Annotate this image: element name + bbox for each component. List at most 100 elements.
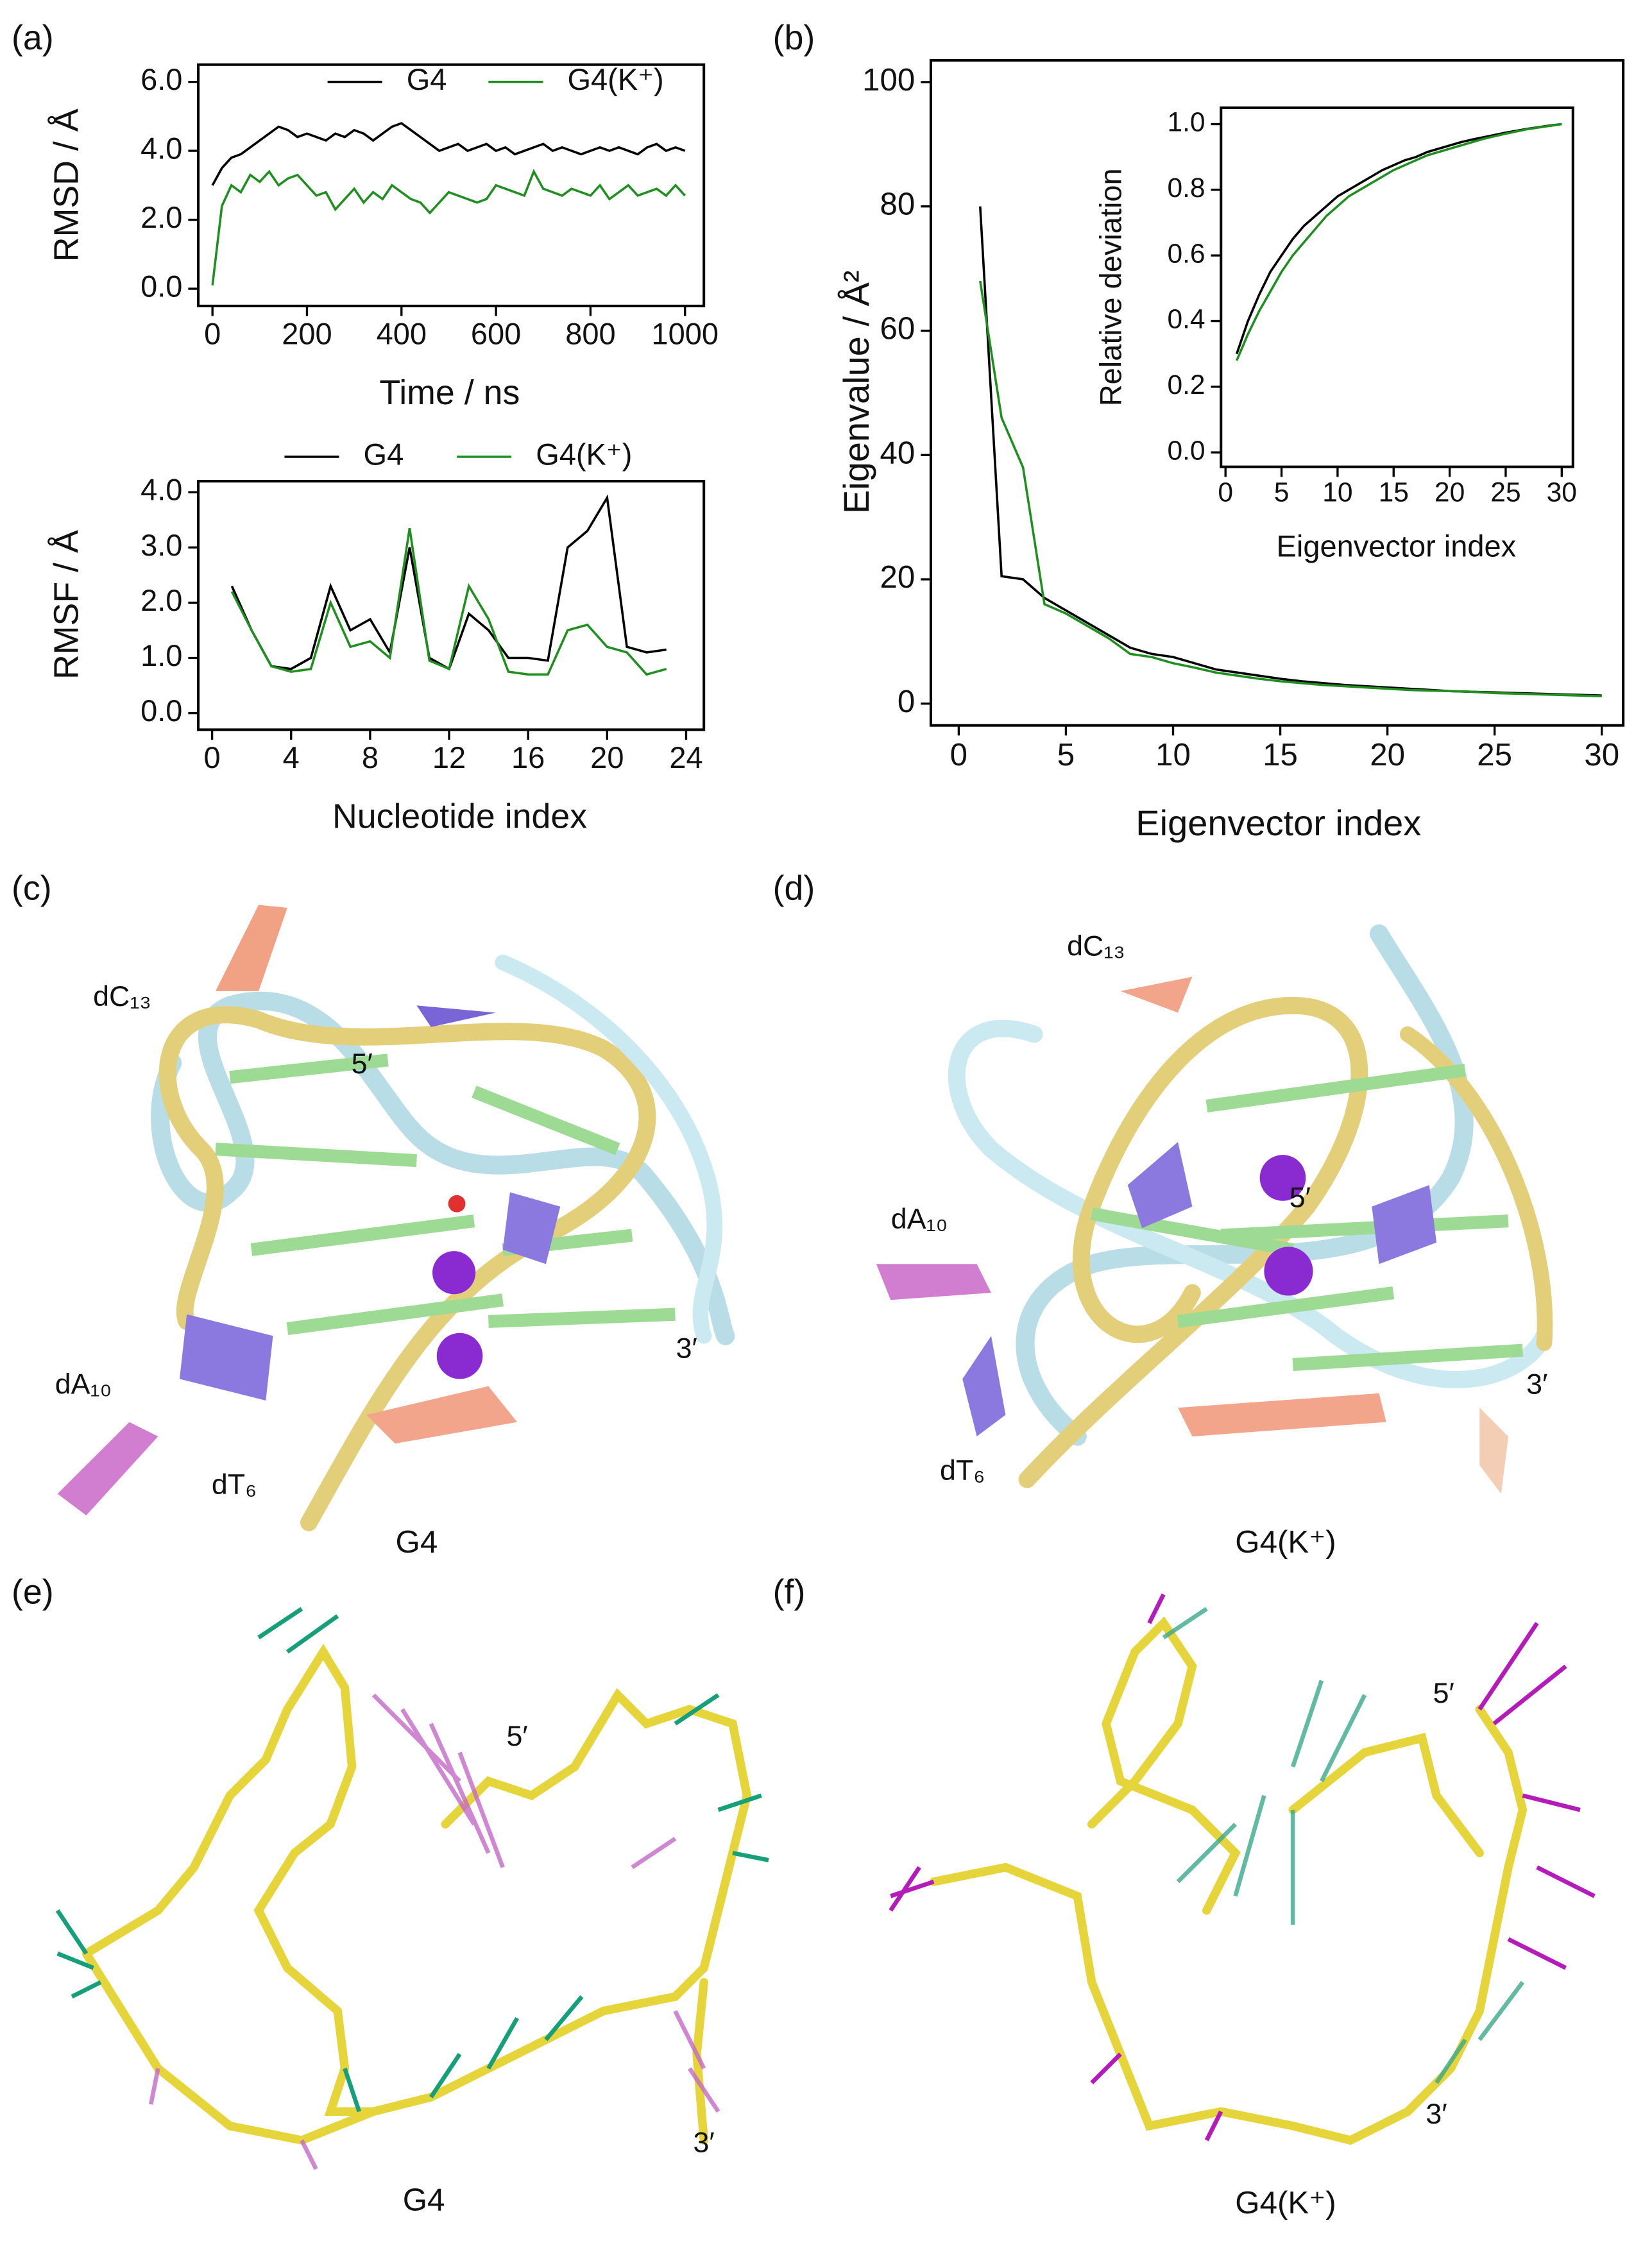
bases bbox=[1090, 1064, 1524, 1372]
x-tick-label: 20 bbox=[1435, 477, 1465, 507]
mode-arrow bbox=[148, 1693, 720, 2170]
y-tick-label: 6.0 bbox=[141, 62, 182, 96]
base bbox=[250, 1214, 475, 1256]
mode-arrow bbox=[889, 1593, 1596, 2142]
ribbon bbox=[158, 1006, 656, 1531]
mode-arrow bbox=[1162, 1606, 1525, 2084]
base bbox=[215, 1143, 417, 1168]
structure-label: 5′ bbox=[1290, 1181, 1311, 1213]
panel-label: (d) bbox=[773, 869, 815, 907]
panel-label: (c) bbox=[12, 869, 52, 907]
x-tick-label: 25 bbox=[1490, 477, 1520, 507]
x-tick-label: 600 bbox=[471, 316, 521, 350]
nucleotide bbox=[1372, 1185, 1437, 1264]
y-tick-label: 1.0 bbox=[1167, 107, 1205, 138]
mode-arrow bbox=[55, 1606, 769, 2113]
x-tick-label: 30 bbox=[1547, 477, 1577, 507]
nucleotide bbox=[366, 1386, 518, 1444]
ion bbox=[1259, 1155, 1306, 1201]
structure-label: 3′ bbox=[694, 2127, 715, 2159]
x-tick-label: 30 bbox=[1584, 737, 1619, 772]
x-axis-label: Eigenvector index bbox=[1277, 529, 1517, 563]
y-tick-label: 40 bbox=[880, 435, 915, 470]
x-axis-label: Time / ns bbox=[379, 373, 520, 412]
y-tick-label: 0.0 bbox=[141, 694, 182, 728]
ion bbox=[436, 1333, 483, 1379]
y-tick-label: 20 bbox=[880, 559, 915, 595]
y-axis-label: Eigenvalue / Å² bbox=[836, 270, 876, 514]
plot-frame bbox=[197, 480, 706, 731]
y-tick-label: 4.0 bbox=[141, 473, 182, 507]
x-tick-label: 20 bbox=[1370, 737, 1405, 772]
x-tick-label: 200 bbox=[282, 316, 332, 350]
y-tick-label: 0.8 bbox=[1167, 173, 1205, 203]
x-tick-label: 10 bbox=[1155, 737, 1191, 772]
x-tick-label: 15 bbox=[1263, 737, 1298, 772]
ribbon bbox=[1018, 996, 1368, 1488]
series-line bbox=[1236, 123, 1562, 361]
y-tick-label: 0.4 bbox=[1167, 304, 1205, 335]
base bbox=[229, 1053, 389, 1084]
structure-label: dC₁₃ bbox=[1067, 930, 1125, 962]
y-tick-label: 3.0 bbox=[141, 528, 182, 562]
plot-frame bbox=[929, 59, 1625, 727]
nucleotide bbox=[215, 905, 287, 991]
y-tick-label: 0.2 bbox=[1167, 370, 1205, 400]
x-tick-label: 4 bbox=[283, 740, 300, 774]
series-line bbox=[230, 494, 667, 671]
y-tick-label: 60 bbox=[880, 311, 915, 346]
y-tick-label: 0.0 bbox=[141, 269, 182, 303]
series-line bbox=[230, 527, 667, 676]
base bbox=[1090, 1207, 1294, 1256]
x-tick-label: 24 bbox=[669, 740, 703, 774]
bases bbox=[215, 1053, 676, 1336]
structure-label: 3′ bbox=[1526, 1368, 1547, 1400]
structure-label: dC₁₃ bbox=[93, 980, 151, 1012]
x-tick-label: 0 bbox=[204, 740, 221, 774]
ribbon bbox=[495, 954, 723, 1344]
structure-caption: G4(K⁺) bbox=[1235, 1524, 1336, 1560]
x-tick-label: 0 bbox=[950, 737, 967, 772]
series-line bbox=[211, 169, 686, 285]
structure-c bbox=[57, 905, 735, 1531]
series-line bbox=[211, 122, 686, 186]
structure-label: dT₆ bbox=[940, 1454, 985, 1486]
y-tick-label: 80 bbox=[880, 187, 915, 222]
x-axis-label: Nucleotide index bbox=[332, 797, 587, 835]
base bbox=[1205, 1064, 1467, 1112]
x-axis-label: Eigenvector index bbox=[1136, 803, 1421, 843]
nucleotide bbox=[876, 1264, 991, 1300]
x-tick-label: 10 bbox=[1322, 477, 1352, 507]
y-axis-label: RMSF / Å bbox=[47, 530, 86, 679]
structure-label: 3′ bbox=[676, 1332, 697, 1364]
ion bbox=[1264, 1247, 1313, 1296]
x-tick-label: 0 bbox=[204, 316, 221, 350]
x-tick-label: 0 bbox=[1218, 477, 1233, 507]
nucleotide bbox=[179, 1314, 273, 1401]
x-tick-label: 5 bbox=[1274, 477, 1290, 507]
y-tick-label: 2.0 bbox=[141, 583, 182, 617]
panel-label: (e) bbox=[12, 1572, 54, 1611]
water bbox=[448, 1195, 466, 1213]
structure-label: 5′ bbox=[506, 1720, 527, 1752]
structure-caption: G4(K⁺) bbox=[1235, 2185, 1336, 2220]
structure-label: 5′ bbox=[352, 1048, 373, 1080]
base bbox=[1292, 1343, 1524, 1372]
x-tick-label: 15 bbox=[1379, 477, 1409, 507]
y-tick-label: 100 bbox=[862, 62, 915, 98]
structure-caption: G4 bbox=[403, 2182, 445, 2217]
x-tick-label: 8 bbox=[362, 740, 379, 774]
plot-frame bbox=[1220, 106, 1574, 468]
x-tick-label: 1000 bbox=[651, 316, 719, 350]
x-tick-label: 800 bbox=[565, 316, 615, 350]
structure-label: 5′ bbox=[1433, 1677, 1454, 1709]
base bbox=[1177, 1286, 1395, 1328]
base bbox=[472, 1086, 620, 1155]
nucleotide bbox=[1120, 976, 1193, 1013]
ribbon bbox=[1399, 1026, 1553, 1351]
x-tick-label: 25 bbox=[1477, 737, 1512, 772]
x-tick-label: 16 bbox=[511, 740, 545, 774]
structure-caption: G4 bbox=[396, 1524, 438, 1560]
